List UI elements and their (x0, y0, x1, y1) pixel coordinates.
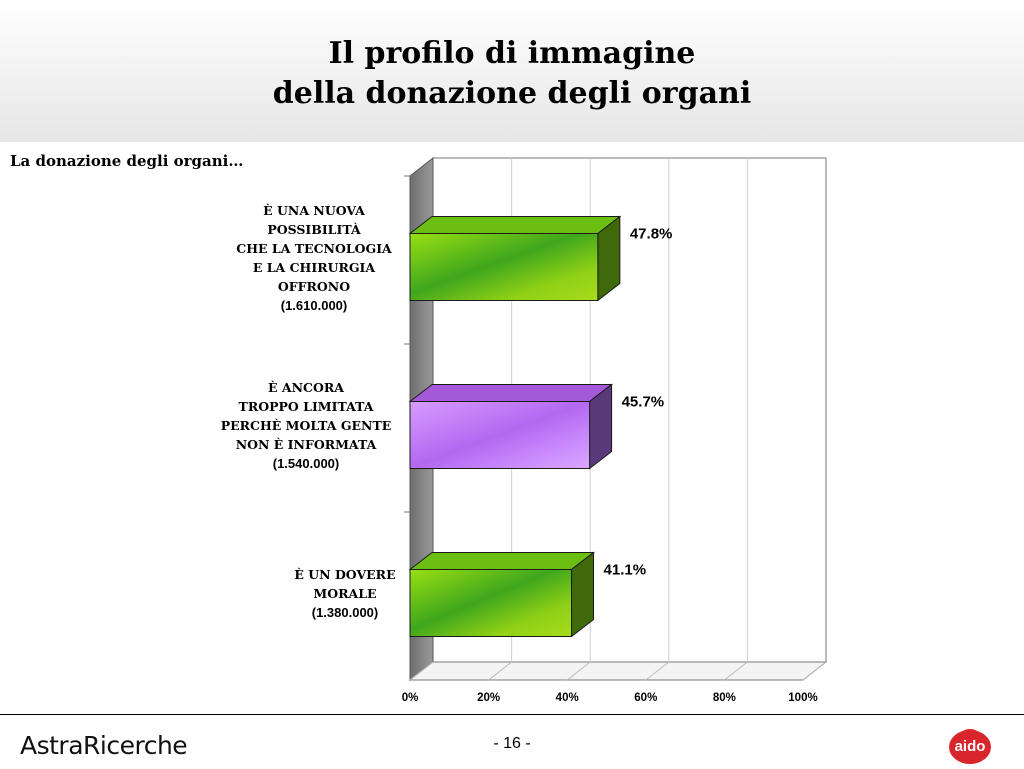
category-label-2: È ANCORA TROPPO LIMITATA PERCHÈ MOLTA GE… (196, 378, 416, 473)
category-label-2-line: NON È INFORMATA (235, 437, 377, 452)
x-tick-label: 80% (713, 692, 736, 704)
bar-chart: 47.8% 45.7% 41.1% 0% 20% 40% 60% 80% 100% (402, 156, 828, 704)
aido-logo-text: aido (954, 738, 986, 755)
bar-front (409, 401, 591, 469)
page-number: - 16 - (493, 735, 531, 752)
x-tick-label: 60% (634, 692, 657, 704)
bar-value-label: 41.1% (604, 562, 647, 579)
floor-gridline (645, 661, 670, 681)
category-label-1-amount: (1.610.000) (280, 298, 348, 313)
bar-top (408, 216, 622, 234)
category-label-2-amount: (1.540.000) (272, 456, 340, 471)
category-label-2-line: PERCHÈ MOLTA GENTE (220, 418, 392, 433)
category-label-1: È UNA NUOVA POSSIBILITÀ CHE LA TECNOLOGI… (204, 201, 424, 315)
category-label-1-line: OFFRONO (277, 279, 351, 294)
slide-title-line-2: della donazione degli organi (272, 76, 752, 111)
bar-2: 45.7% (408, 383, 665, 470)
category-label-3-amount: (1.380.000) (311, 605, 379, 620)
category-label-3-line: È UN DOVERE (294, 567, 396, 582)
category-label-1-line: E LA CHIRURGIA (252, 260, 376, 275)
floor-gridline (409, 661, 434, 681)
x-tick-label: 100% (788, 692, 817, 704)
bar-1: 47.8% (408, 215, 673, 302)
astraricerche-logo: AstraRicerche (20, 731, 188, 760)
bar-top (408, 384, 614, 402)
chart-ticks: 0% 20% 40% 60% 80% 100% (402, 692, 818, 704)
bar-3: 41.1% (408, 551, 647, 638)
slide-title: Il profilo di immagine della donazione d… (0, 34, 1024, 114)
bar-value-label: 45.7% (622, 394, 665, 411)
category-label-1-line: È UNA NUOVA (263, 203, 365, 218)
bar-front (409, 569, 573, 637)
title-band: Il profilo di immagine della donazione d… (0, 0, 1024, 142)
floor-gridline (488, 661, 512, 681)
slide-title-line-1: Il profilo di immagine (328, 36, 696, 71)
category-label-2-line: È ANCORA (268, 380, 344, 395)
chart-bars: 47.8% 45.7% 41.1% (408, 215, 673, 638)
category-label-3-line: MORALE (313, 586, 377, 601)
floor-gridline (802, 661, 827, 681)
footer: AstraRicerche - 16 - aido (0, 714, 1024, 769)
bar-top (408, 552, 595, 570)
category-label-1-line: CHE LA TECNOLOGIA (236, 241, 392, 256)
category-label-3: È UN DOVERE MORALE (1.380.000) (235, 565, 455, 622)
floor-gridline (724, 661, 748, 681)
chart-floor (408, 661, 828, 681)
x-tick-label: 40% (556, 692, 579, 704)
chart-subtitle: La donazione degli organi… (10, 152, 244, 170)
aido-logo-icon (949, 729, 991, 764)
bar-front (409, 233, 599, 301)
x-tick-label: 20% (477, 692, 500, 704)
category-label-1-line: POSSIBILITÀ (267, 222, 361, 237)
bar-value-label: 47.8% (630, 226, 673, 243)
x-tick-label: 0% (402, 692, 419, 704)
category-label-2-line: TROPPO LIMITATA (238, 399, 374, 414)
floor-gridline (566, 661, 591, 681)
